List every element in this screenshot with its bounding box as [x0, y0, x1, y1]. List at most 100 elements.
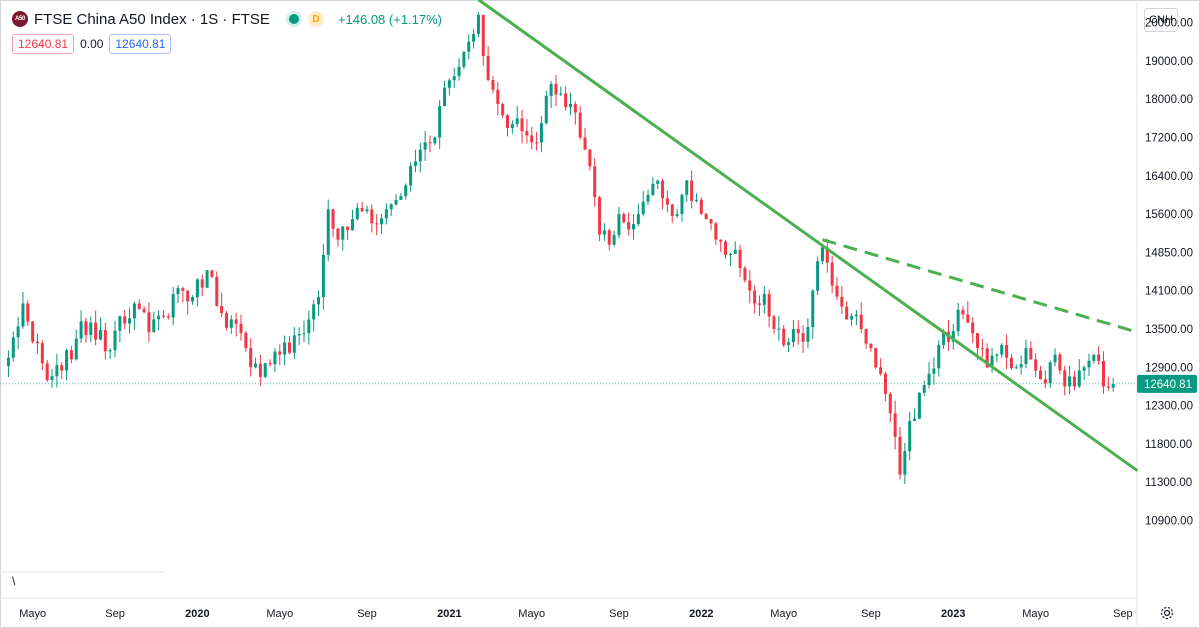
candle-body	[60, 365, 64, 371]
time-tick-label: Sep	[1113, 608, 1133, 620]
candle-body	[472, 33, 476, 42]
price-tick-label: 14100.00	[1145, 286, 1193, 298]
time-tick-label: Mayo	[1022, 608, 1049, 620]
candle-body	[496, 89, 500, 104]
candle-body	[278, 351, 282, 355]
time-tick-label: Sep	[105, 608, 125, 620]
candle-body	[195, 279, 199, 298]
candle-body	[1039, 370, 1043, 380]
candle-body	[11, 337, 15, 358]
candle-body	[617, 214, 621, 235]
candle-body	[627, 222, 631, 230]
data-status-badge[interactable]: D	[307, 11, 324, 27]
title-bar: A50 FTSE China A50 Index · 1S · FTSE D +…	[12, 8, 442, 30]
candle-body	[350, 219, 354, 231]
candle-body	[927, 373, 931, 386]
price-tick-label: 12300.00	[1145, 401, 1193, 413]
candle-body	[772, 316, 776, 329]
candle-body	[985, 348, 989, 368]
candle-body	[491, 80, 495, 90]
candle-body	[559, 93, 563, 95]
candle-body	[888, 393, 892, 414]
currency-selector[interactable]: CNH	[1144, 8, 1178, 32]
candle-body	[1034, 359, 1038, 371]
candle-body	[685, 180, 689, 195]
candle-body	[409, 165, 413, 186]
price-tick-label: 20000.00	[1145, 18, 1193, 30]
candle-body	[287, 342, 291, 353]
time-axis[interactable]: Mayo Sep 2020 Mayo Sep 2021 Mayo Sep 2022 Mayo Sep…	[19, 608, 1132, 620]
candle-body	[302, 333, 306, 335]
candle-body	[520, 118, 524, 132]
price-tick-label: 11300.00	[1145, 477, 1192, 489]
symbol-logo[interactable]: A50	[12, 11, 28, 27]
candle-body	[670, 204, 674, 216]
candle-body	[360, 207, 364, 212]
candle-body	[161, 315, 165, 317]
candle-body	[680, 194, 684, 215]
candle-body	[1058, 354, 1062, 371]
candle-body	[903, 451, 907, 475]
buy-price[interactable]: 12640.81	[109, 34, 172, 54]
candle-body	[777, 328, 781, 330]
candle-body	[263, 363, 267, 377]
candle-body	[317, 297, 321, 305]
candle-body	[694, 199, 698, 201]
candle-body	[181, 288, 185, 291]
candle-body	[554, 83, 558, 95]
candle-body	[336, 228, 340, 240]
candle-body	[641, 201, 645, 215]
candle-body	[583, 137, 587, 150]
candle-body	[913, 418, 917, 421]
candle-body	[922, 385, 926, 393]
candle-body	[1077, 370, 1081, 387]
candle-body	[341, 226, 345, 240]
symbol-title[interactable]: FTSE China A50 Index · 1S · FTSE	[34, 10, 270, 28]
candle-body	[767, 293, 771, 317]
candle-body	[65, 350, 69, 371]
candle-body	[530, 135, 534, 143]
candle-body	[16, 326, 20, 338]
candle-body	[452, 76, 456, 81]
candle-body	[879, 367, 883, 374]
price-axis[interactable]: 10900.00 11300.00 11800.00 12300.00 12900.00…	[1137, 0, 1197, 528]
collapse-toggle[interactable]: \	[12, 574, 16, 588]
trendlines[interactable]	[477, 0, 1139, 472]
candle-body	[438, 105, 442, 138]
candle-body	[157, 315, 161, 320]
candle-body	[1063, 370, 1067, 387]
candle-body	[258, 363, 262, 377]
time-tick-label: Sep	[609, 608, 629, 620]
candle-body	[757, 303, 761, 305]
price-tick-label: 10900.00	[1145, 516, 1193, 528]
candle-body	[418, 149, 422, 162]
candle-body	[254, 363, 258, 368]
candle-body	[1005, 345, 1009, 358]
candle-body	[1043, 379, 1047, 384]
candle-body	[476, 14, 480, 34]
candle-body	[1097, 354, 1101, 361]
candle-body	[661, 180, 665, 199]
gear-icon[interactable]	[1160, 606, 1174, 620]
market-status-dot[interactable]	[285, 11, 302, 27]
candle-body	[1111, 383, 1115, 388]
candle-body	[607, 230, 611, 245]
candle-body	[137, 303, 141, 309]
price-tick-label: 14850.00	[1145, 247, 1193, 259]
candle-body	[176, 288, 180, 295]
candle-body	[1048, 362, 1052, 384]
candle-body	[699, 199, 703, 214]
candle-body	[811, 290, 815, 328]
candle-body	[312, 304, 316, 320]
candle-body	[394, 199, 398, 205]
price-tick-label: 15600.00	[1145, 209, 1193, 221]
candle-body	[389, 204, 393, 210]
candle-body	[331, 209, 335, 229]
candle-body	[35, 341, 39, 344]
candle-body	[171, 294, 175, 318]
candle-body	[244, 332, 248, 349]
price-tick-label: 16400.00	[1145, 171, 1193, 183]
candle-body	[1092, 354, 1096, 361]
sell-price[interactable]: 12640.81	[12, 34, 75, 54]
